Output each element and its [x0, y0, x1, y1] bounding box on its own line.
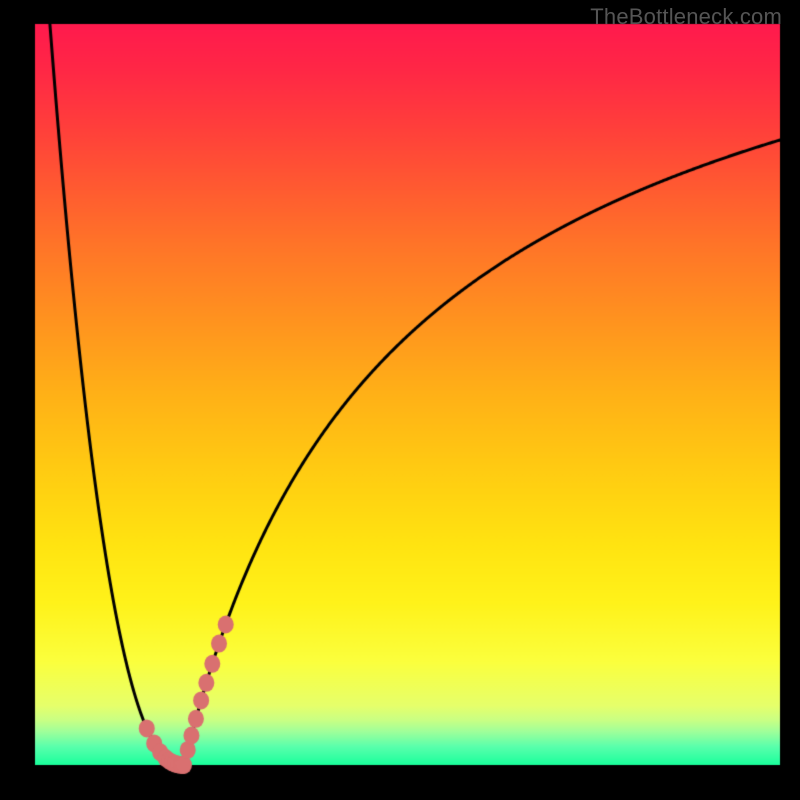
- chart-root: TheBottleneck.com: [0, 0, 800, 800]
- bottleneck-curve-chart: [0, 0, 800, 800]
- watermark-text: TheBottleneck.com: [590, 4, 782, 30]
